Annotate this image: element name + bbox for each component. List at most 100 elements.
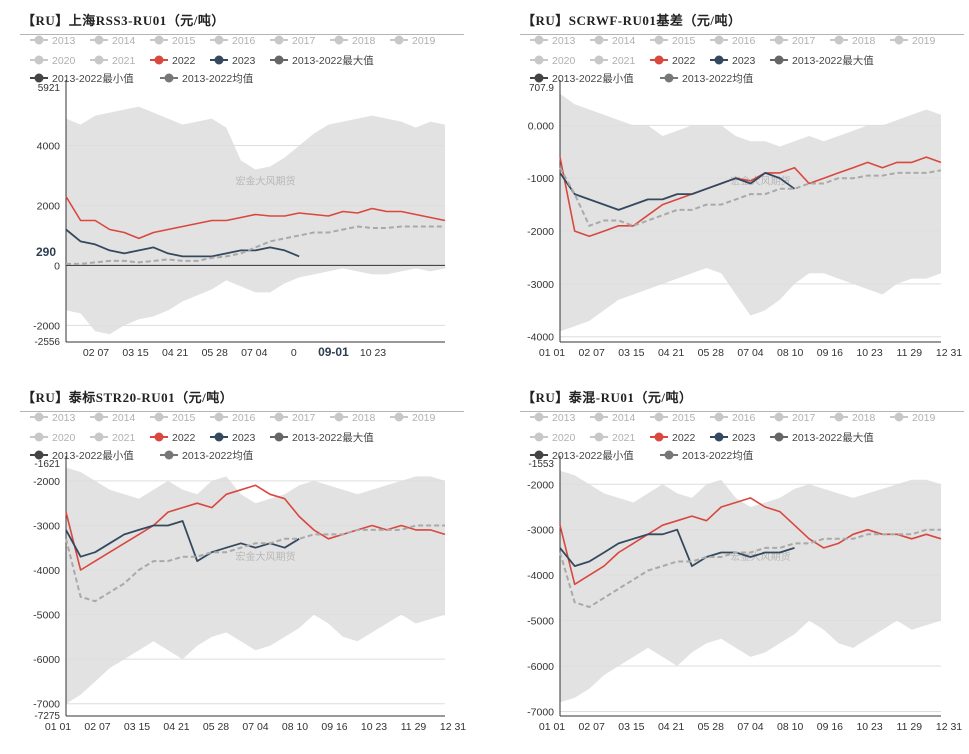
y-tick-label: -5000 xyxy=(527,616,554,628)
legend-label: 2022 xyxy=(172,55,196,67)
legend-item: 2023 xyxy=(210,55,256,67)
legend-swatch-dot xyxy=(34,450,44,460)
x-tick-label: 02 07 xyxy=(579,347,605,359)
x-tick-label: 05 28 xyxy=(203,721,229,733)
legend-label: 2013-2022最大值 xyxy=(792,431,874,444)
x-tick-label: 09 16 xyxy=(321,721,347,733)
legend-label: 2017 xyxy=(292,412,316,424)
legend-item: 2021 xyxy=(90,432,136,444)
legend-item: 2020 xyxy=(30,432,76,444)
legend-swatch-dot xyxy=(534,35,544,45)
chart-title: 【RU】泰标STR20-RU01（元/吨） xyxy=(22,390,234,405)
y-tick-label: -3000 xyxy=(527,279,554,291)
legend-label: 2014 xyxy=(112,412,136,424)
legend-label: 2021 xyxy=(612,432,636,444)
x-tick-label: 08 10 xyxy=(282,721,308,733)
legend-label: 2018 xyxy=(852,412,876,424)
x-tick-label: 05 28 xyxy=(698,721,724,733)
x-tick-label: 02 07 xyxy=(579,721,605,733)
legend-item: 2022 xyxy=(650,55,696,67)
legend-item: 2020 xyxy=(530,55,576,67)
x-tick-label: 12 31 xyxy=(936,721,962,733)
chart-svg-scrwf: 0.000 -1000 -2000 -3000 -4000 707.9 01 01 02 07… xyxy=(527,35,962,359)
x-tick-label: 09-01 xyxy=(318,345,349,359)
x-tick-label: 12 31 xyxy=(936,347,962,359)
legend-swatch-dot xyxy=(654,55,664,65)
legend-label: 2023 xyxy=(732,432,756,444)
legend-label: 2020 xyxy=(52,432,76,444)
x-tick-label: 10 23 xyxy=(856,721,882,733)
legend-item: 2013-2022均值 xyxy=(660,449,754,462)
legend-item: 2013-2022最大值 xyxy=(270,54,374,67)
legend-swatch-dot xyxy=(34,35,44,45)
y-tick-label: -3000 xyxy=(527,525,554,537)
legend-item: 2017 xyxy=(270,35,316,47)
legend-item: 2016 xyxy=(710,35,756,47)
legend-item: 2015 xyxy=(650,35,696,47)
legend-label: 2021 xyxy=(112,55,136,67)
legend-item: 2018 xyxy=(330,35,376,47)
x-tick-label: 0 xyxy=(291,347,297,359)
legend-label: 2014 xyxy=(612,35,636,47)
legend-label: 2020 xyxy=(552,432,576,444)
x-tick-label: 08 10 xyxy=(777,347,803,359)
legend-swatch-dot xyxy=(714,55,724,65)
legend-swatch-dot xyxy=(534,432,544,442)
x-tick-label: 11 29 xyxy=(897,721,923,733)
title-divider xyxy=(520,411,964,412)
chart-title: 【RU】泰混-RU01（元/吨） xyxy=(522,390,693,405)
chart-svg-rss3: 4000 2000 0 -2000 5921 -2556 02 07 03 15 04 21 05… xyxy=(30,35,446,359)
legend-swatch-dot xyxy=(774,432,784,442)
legend-swatch-dot xyxy=(164,450,174,460)
y-tick-label: -5000 xyxy=(33,610,60,622)
legend-item: 2019 xyxy=(390,35,436,47)
legend-swatch-dot xyxy=(594,35,604,45)
legend-swatch-dot xyxy=(894,412,904,422)
legend-label: 2021 xyxy=(612,55,636,67)
legend-swatch-dot xyxy=(154,432,164,442)
range-band-area xyxy=(560,470,941,703)
legend-label: 2015 xyxy=(672,412,696,424)
x-tick-label: 05 28 xyxy=(202,347,228,359)
series-line-2022 xyxy=(65,196,446,240)
legend-item: 2014 xyxy=(590,412,636,424)
x-tick-label: 03 15 xyxy=(618,721,644,733)
legend-item: 2013 xyxy=(530,35,576,47)
chart-svg-mix: -2000 -3000 -4000 -5000 -6000 -7000 -1553 01 01… xyxy=(527,412,962,733)
legend-item: 2013-2022最小值 xyxy=(530,72,634,85)
x-tick-label: 10 23 xyxy=(360,347,386,359)
legend-swatch-dot xyxy=(334,412,344,422)
x-tick-label: 09 16 xyxy=(817,721,843,733)
x-tick-label: 07 04 xyxy=(737,347,763,359)
y-tick-label: -2000 xyxy=(527,479,554,491)
legend-item: 2017 xyxy=(270,412,316,424)
series-line-2022 xyxy=(559,497,942,586)
title-divider xyxy=(520,34,964,35)
chart-panel-mix: 【RU】泰混-RU01（元/吨） -2000 -3000 -4000 -5000 -60… xyxy=(500,377,969,754)
legend-label: 2020 xyxy=(552,55,576,67)
x-tick-label: 10 23 xyxy=(361,721,387,733)
legend-label: 2022 xyxy=(672,432,696,444)
legend-item: 2013 xyxy=(30,35,76,47)
legend-swatch-dot xyxy=(94,432,104,442)
legend-label: 2016 xyxy=(732,35,756,47)
legend-swatch-dot xyxy=(274,432,284,442)
legend-swatch-dot xyxy=(534,412,544,422)
legend-item: 2013 xyxy=(530,412,576,424)
legend-item: 2020 xyxy=(530,432,576,444)
legend-label: 2017 xyxy=(792,412,816,424)
legend-swatch-dot xyxy=(154,55,164,65)
y-tick-label: -6000 xyxy=(33,654,60,666)
legend-label: 2019 xyxy=(412,35,436,47)
legend-swatch-dot xyxy=(214,35,224,45)
legend-item: 2018 xyxy=(830,35,876,47)
watermark-text: 宏金大风期货 xyxy=(731,175,791,188)
y-tick-label: 0.000 xyxy=(528,120,554,132)
legend-label: 2023 xyxy=(232,432,256,444)
x-tick-label: 04 21 xyxy=(162,347,188,359)
x-tick-label: 08 10 xyxy=(777,721,803,733)
legend-label: 2019 xyxy=(912,35,936,47)
y-tick-label: 0 xyxy=(54,260,60,272)
legend-swatch-dot xyxy=(334,35,344,45)
x-tick-label: 07 04 xyxy=(242,721,268,733)
